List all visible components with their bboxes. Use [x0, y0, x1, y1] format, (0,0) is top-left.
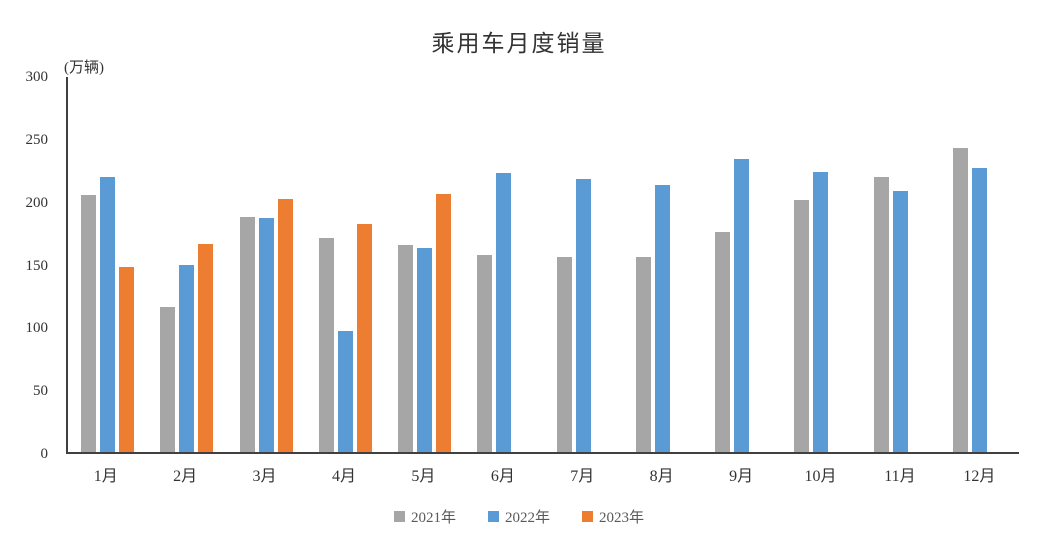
legend-item-2023年: 2023年	[582, 506, 644, 527]
legend-label: 2023年	[599, 510, 645, 526]
x-tick-label-3月: 3月	[252, 468, 277, 485]
bar-2022年-12月	[971, 168, 987, 452]
bar-2022年-5月	[417, 248, 433, 452]
x-tick-label-7月: 7月	[570, 468, 595, 485]
legend-label: 2022年	[504, 510, 550, 526]
bar-2021年-11月	[873, 177, 889, 452]
x-tick-label-9月: 9月	[729, 468, 754, 485]
x-tick-label-2月: 2月	[173, 468, 198, 485]
bar-2021年-12月	[952, 148, 968, 452]
x-tick-label-1月: 1月	[93, 468, 118, 485]
y-tick-label: 0	[40, 446, 49, 462]
category-group-1月	[68, 77, 147, 452]
y-tick-label: 100	[25, 320, 49, 337]
plot-area	[66, 77, 1019, 454]
x-tick-label-4月: 4月	[331, 468, 356, 485]
legend-swatch-icon	[393, 511, 405, 522]
y-axis-unit-label: (万辆)	[64, 60, 104, 76]
bar-2021年-10月	[794, 200, 810, 452]
bar-2023年-3月	[277, 199, 293, 452]
category-group-12月	[940, 77, 1019, 452]
legend-item-2021年: 2021年	[393, 506, 456, 527]
category-group-7月	[544, 77, 623, 452]
bar-2022年-8月	[654, 185, 670, 452]
bar-2021年-6月	[477, 255, 493, 452]
bar-2022年-3月	[258, 218, 274, 452]
category-group-3月	[227, 77, 306, 452]
x-tick-label-8月: 8月	[649, 468, 674, 485]
x-tick-label-11月: 11月	[884, 468, 916, 485]
bar-2022年-10月	[813, 172, 829, 452]
y-tick-label: 250	[25, 131, 49, 148]
category-group-2月	[147, 77, 226, 452]
y-tick-label: 150	[25, 257, 49, 274]
bar-2023年-5月	[436, 194, 452, 452]
bar-2021年-9月	[715, 232, 731, 452]
bar-2021年-5月	[398, 245, 414, 452]
y-tick-label: 300	[25, 69, 49, 85]
legend-swatch-icon	[487, 511, 499, 522]
legend-item-2022年: 2022年	[487, 506, 550, 527]
category-group-6月	[464, 77, 543, 452]
legend: 2021年 2022年 2023年	[0, 506, 1038, 527]
bar-2021年-1月	[81, 195, 97, 452]
bar-2023年-1月	[119, 267, 135, 452]
bar-2021年-3月	[239, 217, 255, 452]
x-tick-label-10月: 10月	[804, 468, 837, 485]
y-tick-label: 200	[25, 194, 49, 211]
category-group-11月	[861, 77, 940, 452]
legend-swatch-icon	[582, 511, 593, 522]
legend-label: 2021年	[410, 510, 456, 526]
y-tick-label: 50	[33, 383, 48, 400]
category-group-4月	[306, 77, 385, 452]
category-group-9月	[702, 77, 781, 452]
bar-2022年-9月	[734, 159, 750, 452]
bar-2022年-2月	[179, 265, 195, 452]
bar-2021年-7月	[556, 257, 572, 452]
bar-2022年-4月	[337, 331, 353, 452]
bar-2023年-4月	[356, 224, 372, 452]
bar-2023年-2月	[198, 244, 214, 452]
category-group-10月	[781, 77, 860, 452]
x-tick-label-12月: 12月	[963, 468, 996, 485]
x-tick-label-5月: 5月	[411, 468, 436, 485]
bar-2022年-1月	[100, 177, 116, 452]
x-axis-labels: 1月 2月 3月 4月 5月 6月 7月 8月 9月 10月 11月 12月	[66, 462, 1019, 486]
x-tick-label-6月: 6月	[490, 468, 515, 485]
bar-2022年-7月	[575, 179, 591, 452]
chart-title: 乘用车月度销量	[431, 31, 607, 56]
bar-2022年-11月	[892, 191, 908, 452]
category-group-8月	[623, 77, 702, 452]
bar-2021年-4月	[318, 238, 334, 452]
bar-2021年-2月	[160, 307, 176, 452]
bar-2022年-6月	[496, 173, 512, 452]
category-group-5月	[385, 77, 464, 452]
bar-2021年-8月	[635, 257, 651, 452]
